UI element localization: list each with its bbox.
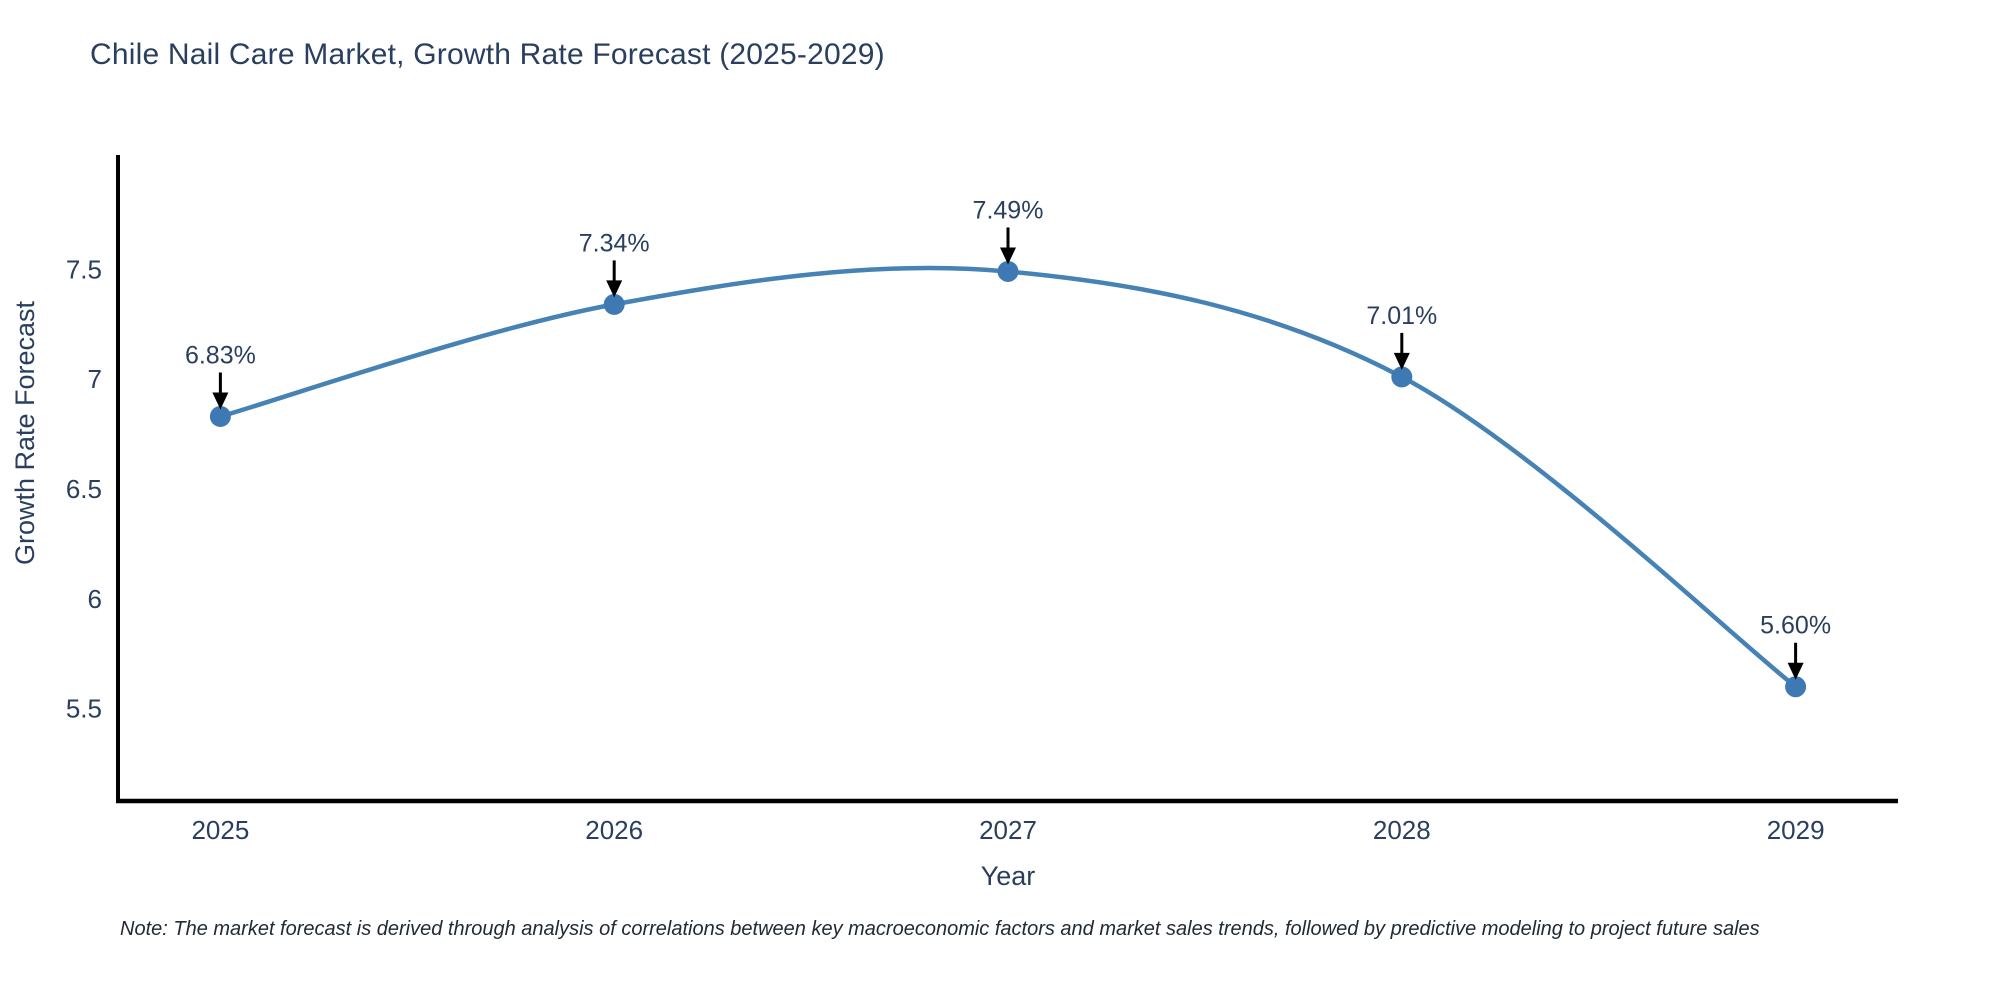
x-axis-title: Year	[981, 861, 1036, 891]
data-point-2025[interactable]	[209, 405, 231, 427]
data-point-2029[interactable]	[1785, 676, 1807, 698]
footnote: Note: The market forecast is derived thr…	[120, 918, 1760, 940]
y-axis-title: Growth Rate Forecast	[10, 300, 40, 565]
annotation-arrow-head	[1393, 352, 1410, 370]
data-point-2028[interactable]	[1391, 366, 1413, 388]
point-value-label: 5.60%	[1760, 612, 1831, 640]
y-tick-label: 7.5	[66, 254, 102, 284]
x-tick-label: 2026	[585, 815, 643, 845]
y-tick-label: 5.5	[66, 694, 102, 724]
y-tick-label: 6.5	[66, 474, 102, 504]
annotation-arrow-head	[1000, 247, 1016, 265]
x-tick-label: 2025	[191, 815, 249, 845]
trend-line	[218, 265, 1798, 689]
point-value-label: 6.83%	[185, 341, 256, 369]
x-tick-label: 2027	[979, 815, 1037, 845]
y-tick-label: 6	[88, 584, 102, 614]
data-point-2027[interactable]	[997, 260, 1019, 282]
point-value-label: 7.49%	[973, 196, 1044, 224]
annotation-arrow-head	[1787, 662, 1804, 680]
point-value-label: 7.34%	[579, 229, 650, 257]
data-point-2026[interactable]	[603, 293, 625, 315]
chart-title: Chile Nail Care Market, Growth Rate Fore…	[90, 38, 885, 71]
point-value-label: 7.01%	[1366, 302, 1437, 330]
y-tick-label: 7	[88, 364, 102, 394]
annotation-arrow-head	[606, 280, 623, 298]
x-tick-label: 2029	[1767, 815, 1825, 845]
x-tick-label: 2028	[1373, 815, 1431, 845]
annotation-arrow-head	[212, 392, 229, 410]
